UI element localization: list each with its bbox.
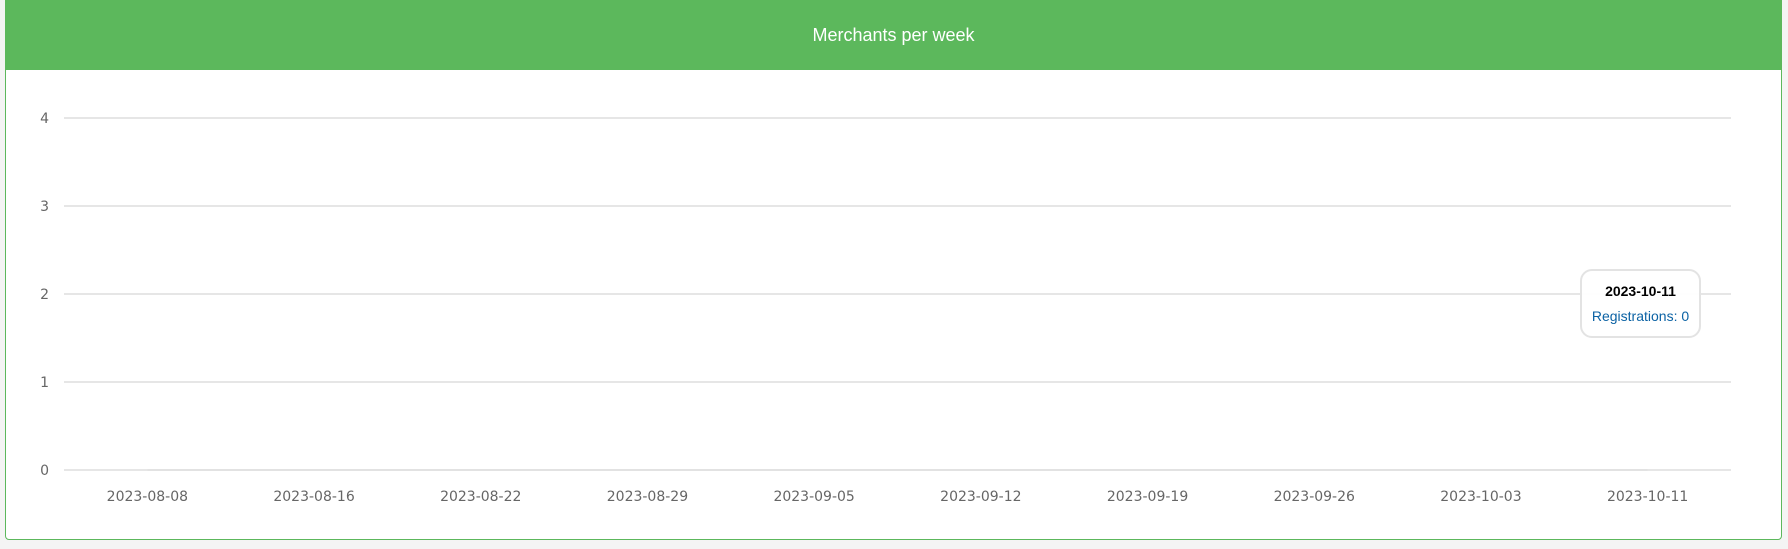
x-axis-ticks: 2023-08-08 2023-08-16 2023-08-22 2023-08-29… — [107, 489, 1689, 505]
x-tick-label: 2023-10-11 — [1607, 489, 1688, 505]
x-tick-label: 2023-09-12 — [940, 489, 1021, 505]
y-tick-label: 2 — [40, 287, 49, 303]
y-axis-ticks: 0 1 2 3 4 — [40, 111, 49, 479]
x-tick-label: 2023-08-29 — [607, 489, 688, 505]
tooltip-text: Registrations: 0 — [1591, 308, 1690, 324]
x-tick-label: 2023-08-16 — [273, 489, 354, 505]
x-tick-label: 2023-09-26 — [1274, 489, 1355, 505]
y-tick-label: 0 — [40, 463, 49, 479]
x-tick-label: 2023-09-19 — [1107, 489, 1188, 505]
x-tick-label: 2023-09-05 — [773, 489, 854, 505]
x-tick-label: 2023-08-22 — [440, 489, 521, 505]
x-tick-label: 2023-10-03 — [1440, 489, 1521, 505]
grid-lines — [64, 117, 1731, 471]
panel-heading: Merchants per week — [6, 1, 1781, 70]
tooltip-title: 2023-10-11 — [1605, 283, 1676, 299]
x-tick-label: 2023-08-08 — [107, 489, 188, 505]
hover-tooltip: 2023-10-11 Registrations: 0 — [1580, 269, 1701, 338]
y-tick-label: 1 — [40, 375, 49, 391]
chart-title: Merchants per week — [812, 25, 975, 45]
y-tick-label: 3 — [40, 199, 49, 215]
y-tick-label: 4 — [40, 111, 49, 127]
